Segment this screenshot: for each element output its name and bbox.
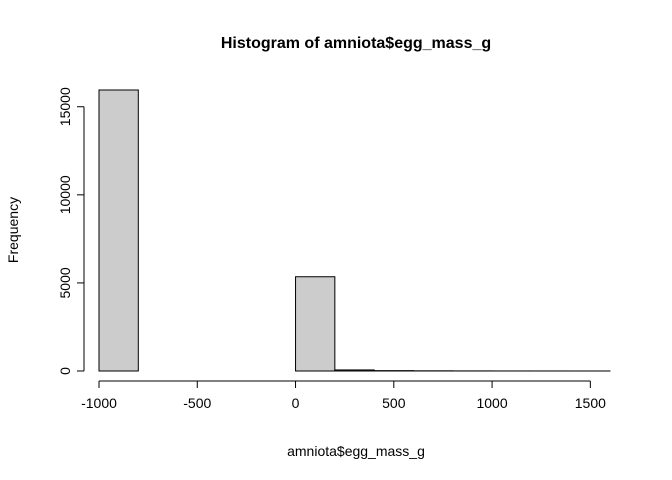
y-axis-label: Frequency: [5, 197, 21, 263]
bars-group: [98, 89, 611, 372]
y-tick-label-3: 15000: [57, 87, 73, 126]
y-tick-label-1: 5000: [57, 267, 73, 298]
y-tick-label-2: 10000: [57, 175, 73, 214]
histogram-bar-6: [334, 369, 375, 372]
x-tick-label-5: 1500: [575, 395, 606, 411]
histogram-bar-5: [295, 276, 336, 372]
x-tick-label-4: 1000: [476, 395, 507, 411]
x-tick-label-1: -500: [183, 395, 211, 411]
x-tick-label-2: 0: [292, 395, 300, 411]
y-axis: 0 5000 10000 15000: [57, 87, 85, 375]
x-axis: -1000 -500 0 500 1000 1500: [81, 380, 606, 411]
x-tick-label-0: -1000: [81, 395, 117, 411]
x-axis-label: amniota$egg_mass_g: [287, 443, 425, 459]
histogram-bar-0: [98, 89, 139, 372]
chart-title: Histogram of amniota$egg_mass_g: [221, 35, 491, 52]
y-tick-label-0: 0: [57, 367, 73, 375]
x-tick-label-3: 500: [382, 395, 406, 411]
